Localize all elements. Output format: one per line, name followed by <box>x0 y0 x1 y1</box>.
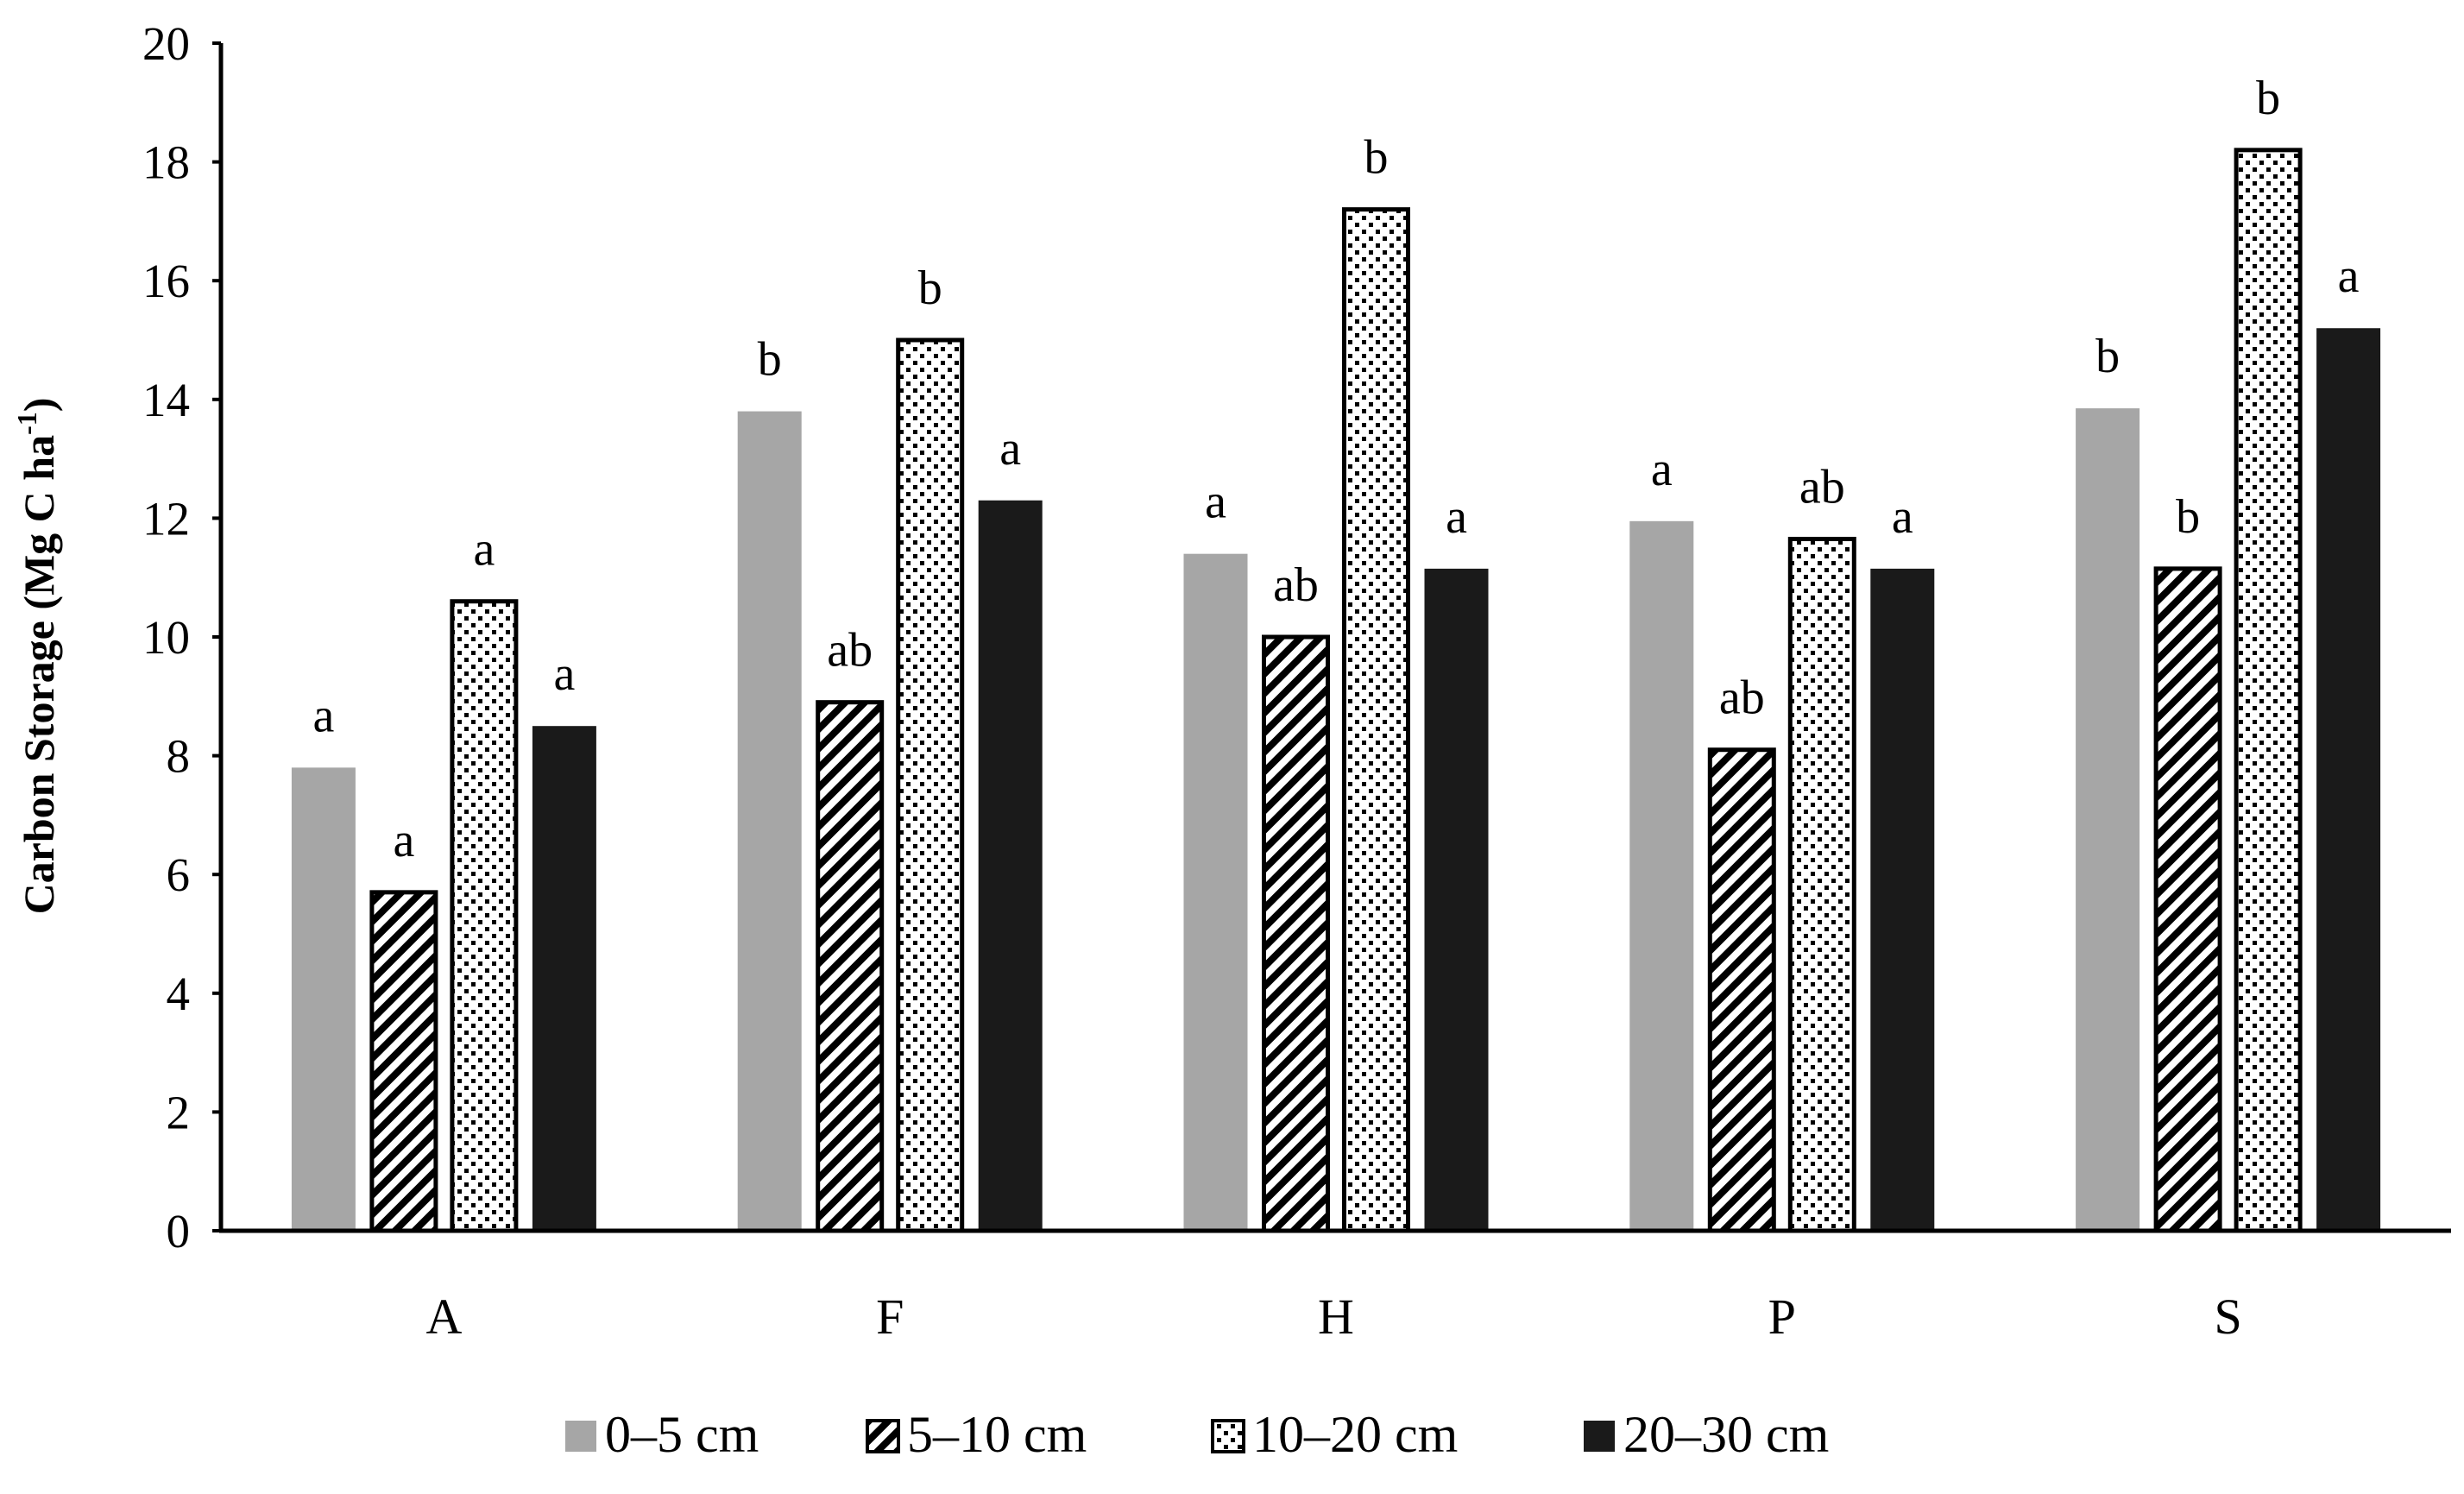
significance-label: a <box>312 689 334 742</box>
legend-label: 5–10 cm <box>907 1406 1087 1463</box>
significance-label: a <box>2338 249 2360 303</box>
x-category-label: A <box>425 1289 462 1345</box>
bar <box>1787 536 1856 1233</box>
bar <box>450 599 519 1233</box>
bar <box>1629 520 1694 1231</box>
bar <box>2076 408 2140 1231</box>
bar <box>291 767 356 1231</box>
x-category-label: S <box>2214 1289 2241 1345</box>
bar <box>1183 553 1248 1231</box>
significance-label: a <box>999 422 1021 476</box>
y-tick-label: 2 <box>167 1086 191 1138</box>
legend-label: 20–30 cm <box>1623 1406 1829 1463</box>
significance-label: b <box>918 262 942 315</box>
significance-label: ab <box>1273 558 1319 612</box>
svg-text:Carbon Storage (Mg C ha-1): Carbon Storage (Mg C ha-1) <box>11 398 63 915</box>
significance-label: b <box>2176 490 2200 544</box>
y-axis-title: Carbon Storage (Mg C ha-1) <box>11 398 63 915</box>
legend-label: 10–20 cm <box>1252 1406 1458 1463</box>
legend-swatch <box>866 1419 900 1453</box>
bar <box>816 700 885 1233</box>
bar <box>978 500 1043 1231</box>
bar <box>1424 568 1489 1231</box>
x-category-label: H <box>1318 1289 1354 1345</box>
y-tick-label: 14 <box>142 374 190 426</box>
x-category-label: P <box>1768 1289 1796 1345</box>
y-tick-label: 4 <box>167 968 191 1020</box>
bar <box>532 726 596 1231</box>
y-tick-label: 18 <box>142 136 190 189</box>
y-tick-label: 0 <box>167 1205 191 1258</box>
y-tick-label: 8 <box>167 730 191 783</box>
bar <box>1262 634 1330 1233</box>
bar <box>369 890 438 1233</box>
significance-label: a <box>473 523 495 577</box>
bar <box>1707 747 1776 1233</box>
y-tick-label: 6 <box>167 848 191 901</box>
significance-label: a <box>1446 490 1467 544</box>
significance-label: ab <box>827 624 873 678</box>
y-tick-label: 10 <box>142 611 190 664</box>
bar <box>1870 568 1935 1231</box>
y-axis-title-close: ) <box>15 398 63 413</box>
y-tick-label: 20 <box>142 17 190 70</box>
significance-label: a <box>1892 490 1913 544</box>
bar <box>2153 566 2222 1233</box>
significance-label: b <box>1364 131 1389 185</box>
y-axis-ticks: 0 2 4 6 8 10 12 14 16 18 20 <box>142 17 221 1258</box>
significance-label: a <box>393 814 414 867</box>
bar <box>896 337 965 1233</box>
y-axis-title-text: Carbon Storage (Mg C ha <box>15 435 63 915</box>
significance-label: b <box>2095 330 2120 383</box>
significance-label: ab <box>1799 460 1845 514</box>
y-axis-title-superscript: -1 <box>11 412 42 435</box>
x-category-label: F <box>876 1289 904 1345</box>
significance-label: a <box>1205 476 1226 529</box>
bar <box>2234 148 2303 1233</box>
significance-label: b <box>758 333 782 387</box>
y-tick-label: 12 <box>142 492 190 545</box>
legend-swatch <box>1584 1421 1615 1452</box>
axes <box>218 43 2451 1233</box>
significance-label: a <box>553 647 575 701</box>
significance-label: a <box>1651 443 1673 496</box>
legend: 0–5 cm 5–10 cm 10–20 cm 20–30 cm <box>565 1406 1829 1463</box>
significance-label: b <box>2256 72 2280 125</box>
legend-swatch <box>565 1421 596 1452</box>
legend-label: 0–5 cm <box>605 1406 759 1463</box>
significance-label: ab <box>1719 671 1765 725</box>
bar <box>737 411 802 1231</box>
legend-swatch <box>1211 1419 1245 1453</box>
y-tick-label: 16 <box>142 255 190 307</box>
bar <box>2316 328 2381 1231</box>
bar <box>1342 207 1410 1233</box>
bars-group <box>291 148 2381 1233</box>
